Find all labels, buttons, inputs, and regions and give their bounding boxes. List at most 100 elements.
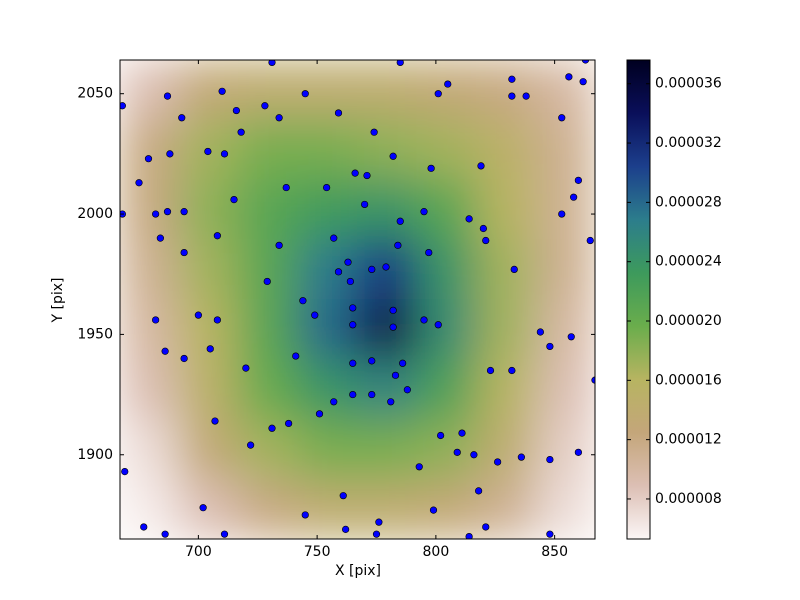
scatter-point xyxy=(237,128,245,136)
heat-cell xyxy=(416,299,477,360)
scatter-point xyxy=(311,311,319,319)
heat-cell xyxy=(297,299,358,360)
scatter-point xyxy=(399,359,407,367)
heat-cell xyxy=(535,358,595,420)
scatter-point xyxy=(389,152,397,160)
scatter-point xyxy=(363,171,371,180)
scatter-point xyxy=(346,277,354,286)
scatter-point xyxy=(178,114,186,122)
scatter-point xyxy=(275,114,283,122)
scatter-point xyxy=(211,417,219,425)
scatter-point xyxy=(156,234,164,242)
scatter-point xyxy=(180,248,188,257)
scatter-point xyxy=(382,263,390,271)
scatter-point xyxy=(475,487,483,495)
scatter-point xyxy=(152,316,160,324)
scatter-point xyxy=(330,398,338,406)
scatter-point xyxy=(368,357,376,365)
scatter-point xyxy=(565,73,573,81)
colorbar-tick-label: 0.000036 xyxy=(655,76,722,92)
scatter-point xyxy=(558,210,566,218)
x-tick-label: 700 xyxy=(185,544,212,560)
scatter-point xyxy=(567,333,575,341)
scatter-point xyxy=(334,109,343,117)
scatter-point xyxy=(394,241,402,249)
scatter-point xyxy=(213,316,221,324)
scatter-point xyxy=(301,511,309,519)
scatter-point xyxy=(292,352,300,360)
heat-cell xyxy=(416,119,477,181)
scatter-point xyxy=(591,376,595,384)
scatter-point xyxy=(206,345,214,353)
heat-cell xyxy=(416,418,477,480)
heat-cell xyxy=(357,60,418,121)
scatter-point xyxy=(429,506,438,514)
heat-cell xyxy=(357,418,418,480)
scatter-point xyxy=(372,530,381,538)
scatter-point xyxy=(220,530,229,538)
y-tick-label: 1900 xyxy=(77,447,113,463)
scatter-point xyxy=(301,90,309,98)
colorbar-tick-label: 0.000020 xyxy=(655,313,722,329)
scatter-layer xyxy=(120,60,595,539)
heat-cell xyxy=(297,239,358,300)
heat-cell xyxy=(535,299,595,360)
heat-cell xyxy=(297,358,358,420)
scatter-point xyxy=(425,248,433,257)
scatter-point xyxy=(163,92,172,100)
scatter-point xyxy=(434,90,442,98)
heat-cell xyxy=(297,418,358,480)
heat-cell xyxy=(416,239,477,300)
x-tick-label: 750 xyxy=(304,544,331,560)
heat-cell xyxy=(297,119,358,181)
scatter-point xyxy=(323,183,331,192)
heat-cell xyxy=(357,478,418,539)
plot-frame xyxy=(119,59,596,540)
scatter-point xyxy=(536,328,544,336)
heat-cell xyxy=(475,358,537,420)
scatter-point xyxy=(470,451,478,459)
scatter-point xyxy=(494,458,502,466)
colorbar-tick-label: 0.000028 xyxy=(655,194,722,210)
heat-cell xyxy=(178,418,240,480)
scatter-point xyxy=(163,208,172,216)
scatter-point xyxy=(232,106,240,115)
scatter-point xyxy=(152,210,160,218)
scatter-point xyxy=(477,162,485,170)
scatter-point xyxy=(180,208,188,216)
scatter-point xyxy=(420,208,428,216)
scatter-point xyxy=(522,92,530,100)
scatter-point xyxy=(574,448,582,456)
scatter-point xyxy=(339,492,347,500)
scatter-point xyxy=(444,80,452,88)
scatter-point xyxy=(570,193,578,201)
heat-cell xyxy=(535,418,595,480)
scatter-point xyxy=(546,530,554,538)
scatter-point xyxy=(389,323,397,331)
y-tick-label: 1950 xyxy=(77,326,113,342)
heat-cell xyxy=(238,418,299,480)
scatter-point xyxy=(161,530,169,538)
scatter-point xyxy=(517,453,525,461)
heat-cell xyxy=(475,60,537,121)
scatter-point xyxy=(437,431,445,440)
scatter-point xyxy=(247,441,255,449)
colorbar-tick-label: 0.000024 xyxy=(655,254,722,270)
heat-cell xyxy=(535,119,595,181)
scatter-point xyxy=(508,92,516,100)
scatter-point xyxy=(285,419,293,428)
scatter-point xyxy=(268,424,276,432)
scatter-point xyxy=(204,147,212,156)
heat-cell xyxy=(475,239,537,300)
scatter-point xyxy=(144,155,153,163)
scatter-point xyxy=(368,265,376,274)
heat-cell xyxy=(120,239,180,300)
x-tick-label: 850 xyxy=(541,544,568,560)
colorbar-tick-label: 0.000016 xyxy=(655,372,722,388)
scatter-point xyxy=(368,390,376,399)
heat-cell xyxy=(416,478,477,539)
scatter-point xyxy=(415,463,423,471)
heat-cell xyxy=(238,478,299,539)
scatter-point xyxy=(315,410,324,418)
scatter-point xyxy=(166,150,174,158)
